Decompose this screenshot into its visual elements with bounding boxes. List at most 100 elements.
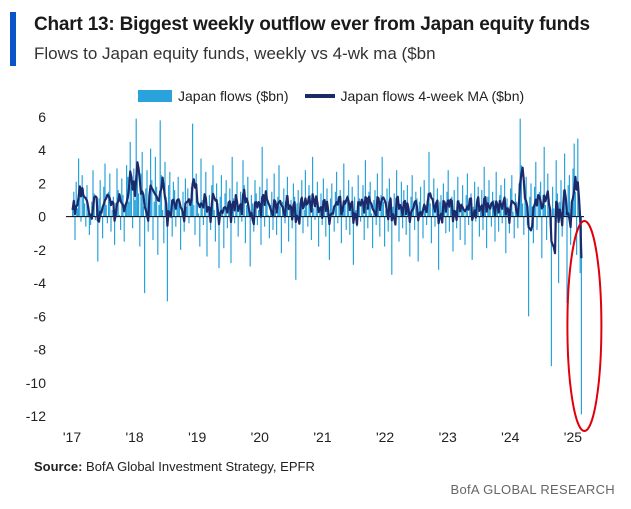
flow-bar bbox=[183, 216, 185, 232]
ma-series-line bbox=[71, 161, 583, 259]
flow-bar bbox=[393, 193, 395, 217]
flow-bar bbox=[414, 216, 416, 230]
flow-bar bbox=[361, 203, 363, 217]
y-tick-label: 0 bbox=[38, 209, 46, 225]
flow-bar bbox=[391, 216, 393, 275]
flow-bar bbox=[422, 216, 424, 239]
flow-bar bbox=[246, 205, 248, 217]
flow-bar bbox=[224, 193, 226, 217]
flow-bar bbox=[202, 216, 204, 225]
flow-bar bbox=[501, 216, 503, 224]
legend-swatch-ma bbox=[304, 94, 335, 98]
flow-bar bbox=[176, 203, 178, 217]
flow-bar bbox=[482, 216, 484, 230]
flow-bar bbox=[267, 215, 269, 217]
flow-bar bbox=[469, 201, 471, 217]
flow-bar bbox=[372, 216, 374, 249]
flow-bar bbox=[128, 201, 130, 217]
x-tick-label: '21 bbox=[313, 429, 331, 445]
flow-bar bbox=[457, 176, 459, 217]
flow-bar bbox=[337, 216, 339, 224]
y-tick-label: 4 bbox=[38, 142, 46, 158]
flow-bar bbox=[261, 146, 263, 217]
flow-bar bbox=[512, 211, 514, 217]
flow-bar bbox=[494, 216, 496, 242]
flow-bar bbox=[433, 178, 435, 217]
flow-bar bbox=[471, 216, 473, 260]
flow-bar bbox=[238, 206, 240, 217]
flow-bar bbox=[80, 216, 82, 222]
flow-bar bbox=[289, 208, 291, 217]
flow-bar bbox=[76, 208, 78, 217]
flow-bar bbox=[151, 180, 153, 217]
flow-bar bbox=[259, 186, 261, 217]
flow-bar bbox=[166, 216, 168, 302]
flow-bar bbox=[430, 216, 432, 244]
flow-bar bbox=[330, 198, 332, 217]
flow-bar bbox=[249, 216, 251, 267]
flow-bar bbox=[306, 205, 308, 217]
flow-bar bbox=[90, 216, 92, 225]
flow-bar bbox=[373, 200, 375, 217]
x-tick-label: '18 bbox=[125, 429, 143, 445]
flow-bar bbox=[366, 206, 368, 217]
flow-bar bbox=[162, 210, 164, 217]
flow-bar bbox=[478, 216, 480, 237]
flow-bar bbox=[498, 216, 500, 232]
x-tick-label: '24 bbox=[501, 429, 519, 445]
flow-bar bbox=[206, 216, 208, 257]
flow-bar bbox=[537, 201, 539, 217]
flow-bar bbox=[182, 191, 184, 217]
flow-bar bbox=[418, 201, 420, 217]
flow-bar bbox=[231, 156, 233, 217]
flow-bar bbox=[396, 170, 398, 217]
flow-bar bbox=[242, 160, 244, 217]
flow-bar bbox=[519, 118, 521, 217]
flow-bar bbox=[450, 205, 452, 217]
flow-bar bbox=[489, 210, 491, 217]
flow-bar bbox=[92, 170, 94, 217]
flow-bar bbox=[465, 195, 467, 217]
flow-bar bbox=[307, 216, 309, 227]
flow-bar bbox=[139, 216, 141, 247]
flow-bar bbox=[544, 205, 546, 217]
flow-bar bbox=[108, 191, 110, 217]
flow-bar bbox=[525, 176, 527, 217]
flow-bar bbox=[244, 216, 246, 244]
flow-bar bbox=[100, 211, 102, 217]
flow-bar bbox=[141, 151, 143, 217]
flow-bar bbox=[324, 203, 326, 217]
flow-bar bbox=[160, 175, 162, 217]
flow-bar bbox=[374, 190, 376, 217]
flow-bar bbox=[75, 181, 77, 217]
flow-bar bbox=[409, 216, 411, 257]
flow-bar bbox=[435, 208, 437, 217]
flow-bar bbox=[530, 183, 532, 217]
flow-bar bbox=[163, 216, 165, 244]
flow-bar bbox=[378, 205, 380, 217]
flow-bar bbox=[453, 190, 455, 217]
flow-bar bbox=[120, 216, 122, 230]
flow-bar bbox=[505, 216, 507, 254]
flow-bar bbox=[98, 198, 100, 217]
source-text: BofA Global Investment Strategy, EPFR bbox=[82, 459, 315, 474]
flow-bar bbox=[250, 195, 252, 217]
flow-bar bbox=[392, 206, 394, 217]
flow-bar bbox=[349, 216, 351, 235]
x-tick-label: '25 bbox=[564, 429, 582, 445]
flow-bar bbox=[417, 216, 419, 262]
flow-bar bbox=[220, 175, 222, 217]
flow-bar bbox=[313, 208, 315, 217]
flow-bar bbox=[228, 208, 230, 217]
flow-bar bbox=[258, 210, 260, 217]
x-axis-ticks: '17 '18 '19 '20 '21 '22 '23 '24 '25 bbox=[63, 429, 582, 445]
flow-bar bbox=[157, 216, 159, 255]
flow-bar bbox=[410, 196, 412, 217]
flow-bar bbox=[567, 185, 569, 217]
flow-bar bbox=[79, 196, 81, 217]
flow-bar bbox=[574, 191, 576, 217]
flow-bar bbox=[486, 216, 488, 249]
flow-bar bbox=[152, 216, 154, 240]
flow-bar bbox=[346, 195, 348, 217]
legend-label-flows: Japan flows ($bn) bbox=[178, 88, 289, 104]
